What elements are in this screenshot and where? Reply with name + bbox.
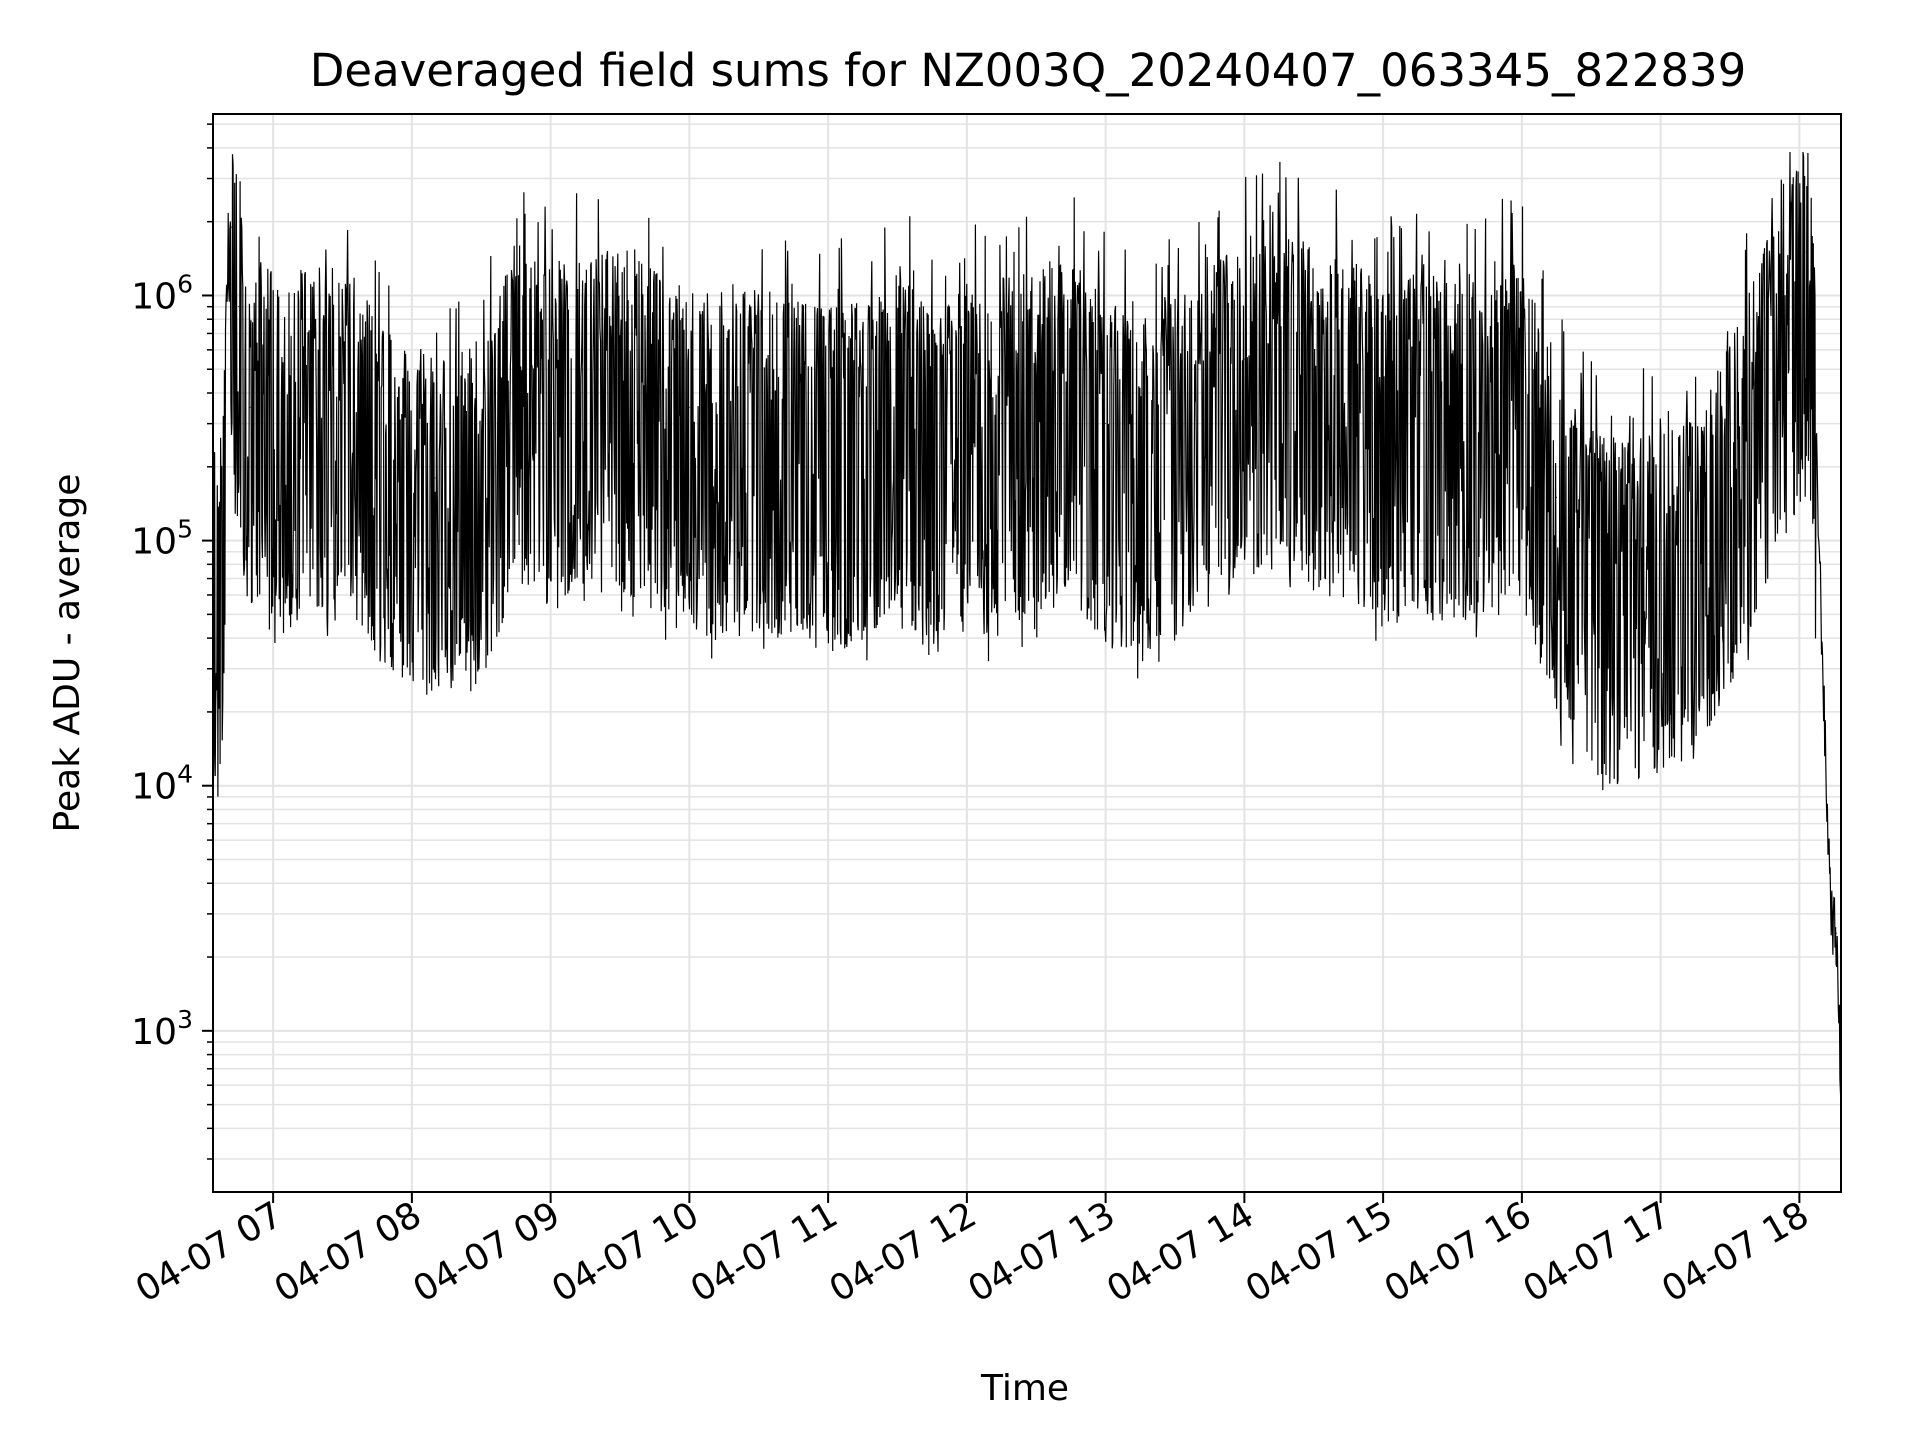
x-tick-label: 04-07 12 <box>823 1194 984 1310</box>
data-point <box>1105 423 1107 425</box>
y-tick-label: 104 <box>131 760 193 808</box>
data-point <box>353 392 355 394</box>
data-point <box>231 226 232 228</box>
x-tick-label: 04-07 07 <box>129 1194 290 1310</box>
data-point <box>376 442 378 444</box>
data-point <box>249 406 251 408</box>
data-point <box>1764 368 1766 370</box>
data-point <box>1521 379 1523 381</box>
data-point <box>307 379 309 381</box>
data-point <box>1243 358 1245 360</box>
data-point <box>1070 379 1072 381</box>
x-tick-label: 04-07 10 <box>545 1194 706 1310</box>
data-point <box>1417 392 1419 394</box>
x-axis-label: Time <box>980 1368 1069 1409</box>
data-point <box>584 379 586 381</box>
series-line <box>212 151 1842 1108</box>
data-point <box>434 477 436 479</box>
data-point <box>550 392 552 394</box>
data-point <box>1347 379 1349 381</box>
data-point <box>619 368 621 370</box>
data-point <box>1819 578 1821 580</box>
data-point <box>221 520 223 522</box>
data-point <box>897 379 898 381</box>
data-point <box>723 423 725 425</box>
x-tick-label: 04-07 16 <box>1378 1194 1539 1310</box>
data-point <box>827 430 829 432</box>
data-point <box>237 306 239 308</box>
y-tick-label: 103 <box>131 1005 193 1053</box>
data-point <box>1556 496 1558 498</box>
data-point <box>1139 442 1141 444</box>
chart-title: Deaveraged field sums for NZ003Q_2024040… <box>310 44 1746 97</box>
plot-frame <box>212 113 1842 1193</box>
x-tick-label: 04-07 17 <box>1516 1194 1677 1310</box>
data-point <box>1382 406 1384 408</box>
data-point <box>217 594 219 596</box>
data-point <box>1590 551 1592 553</box>
data-point <box>931 442 933 444</box>
data-point <box>492 442 494 444</box>
data-point <box>1486 392 1488 394</box>
x-tick-label: 04-07 09 <box>406 1194 567 1310</box>
data-point <box>758 406 760 408</box>
data-point <box>1209 392 1211 394</box>
data-point <box>1805 251 1807 253</box>
y-ticks: 103 104 105 106 <box>131 123 213 1160</box>
data-point <box>688 406 690 408</box>
data-point <box>330 406 332 408</box>
data-point <box>284 423 286 425</box>
data-point <box>1174 423 1176 425</box>
data-point <box>515 358 517 360</box>
data-point <box>1452 406 1453 408</box>
data-point <box>1035 392 1037 394</box>
data-point <box>1278 349 1280 351</box>
data-point <box>1831 913 1833 915</box>
data-point <box>261 368 263 370</box>
data-point <box>654 392 656 394</box>
y-tick-label: 105 <box>131 515 193 563</box>
x-tick-label: 04-07 18 <box>1655 1194 1816 1310</box>
x-tick-label: 04-07 14 <box>1100 1194 1261 1310</box>
x-tick-label: 04-07 15 <box>1239 1194 1400 1310</box>
data-point <box>1313 368 1315 370</box>
data-point <box>1835 932 1837 934</box>
data-point <box>1660 551 1662 553</box>
x-tick-label: 04-07 13 <box>961 1194 1122 1310</box>
data-point <box>1812 349 1814 351</box>
data-point <box>1798 284 1800 286</box>
data-point <box>1729 466 1731 468</box>
x-tick-label: 04-07 08 <box>268 1194 429 1310</box>
y-tick-label: 106 <box>131 269 193 317</box>
data-point <box>1001 423 1003 425</box>
series-layer <box>212 151 1842 1108</box>
data-point <box>1694 540 1696 542</box>
data-point <box>966 406 968 408</box>
data-point <box>862 423 864 425</box>
data-point <box>1625 563 1627 565</box>
x-tick-label: 04-07 11 <box>684 1194 845 1310</box>
data-point <box>792 423 794 425</box>
data-point <box>1826 808 1828 810</box>
y-axis-label: Peak ADU - average <box>47 474 88 833</box>
data-point <box>469 466 471 468</box>
data-point <box>399 466 401 468</box>
